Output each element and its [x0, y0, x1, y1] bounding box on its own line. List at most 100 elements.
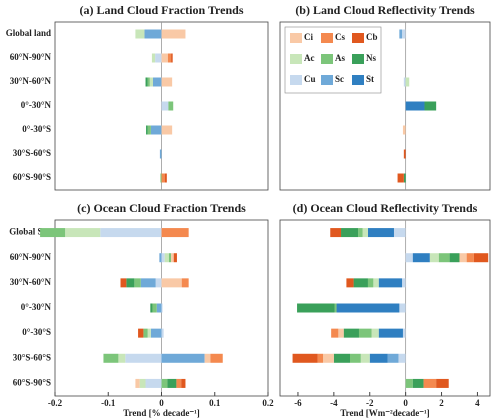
legend-label: Ns: [366, 53, 376, 63]
bar-segment: [150, 328, 162, 338]
legend-swatch: [352, 33, 364, 43]
bar-segment: [412, 378, 424, 388]
panel-title: (d) Ocean Cloud Reflectivity Trends: [293, 201, 478, 215]
bar-segment: [168, 253, 172, 263]
bar-segment: [405, 77, 410, 87]
bar-segment: [147, 125, 151, 135]
x-axis-label: Trend [% decade⁻¹]: [123, 408, 200, 418]
legend-label: Ci: [304, 32, 313, 42]
bar-segment: [346, 278, 354, 288]
bar-segment: [150, 125, 162, 135]
bar-segment: [353, 278, 368, 288]
legend-label: Sc: [335, 74, 344, 84]
bar-segment: [358, 328, 372, 338]
bar-segment: [403, 77, 406, 87]
bar-segment: [150, 303, 153, 313]
y-tick-label: Global land: [6, 28, 51, 38]
bar-segment: [146, 125, 148, 135]
bar-segment: [152, 77, 162, 87]
bar-segment: [393, 228, 406, 238]
x-tick-label: 0.2: [262, 398, 274, 408]
bar-segment: [334, 303, 337, 313]
bar-segment: [387, 353, 399, 363]
bar-segment: [424, 101, 437, 111]
bar-segment: [358, 228, 363, 238]
bar-segment: [204, 353, 211, 363]
x-tick-label: -0.2: [48, 398, 63, 408]
x-tick-label: 0: [403, 398, 408, 408]
bar-segment: [343, 328, 359, 338]
bar-segment: [473, 253, 489, 263]
bar-segment: [171, 253, 174, 263]
bar-segment: [176, 378, 182, 388]
bar-segment: [398, 353, 406, 363]
bar-segment: [397, 173, 404, 183]
legend-label: Cu: [304, 74, 316, 84]
legend-label: Ac: [304, 53, 315, 63]
bar-segment: [140, 278, 156, 288]
bar-segment: [429, 253, 439, 263]
bar-segment: [120, 278, 127, 288]
y-tick-label: 30°N-60°N: [10, 277, 52, 287]
bar-segment: [402, 125, 406, 135]
bar-segment: [143, 328, 148, 338]
bar-segment: [466, 253, 474, 263]
x-tick-label: -4: [330, 398, 338, 408]
bar-segment: [134, 278, 141, 288]
y-tick-label: 30°S-60°S: [13, 148, 51, 158]
y-tick-label: 0°-30°N: [21, 100, 52, 110]
bar-segment: [147, 328, 151, 338]
legend-swatch: [321, 75, 333, 85]
bar-segment: [323, 353, 334, 363]
bar-segment: [161, 125, 173, 135]
x-tick-label: 2: [439, 398, 444, 408]
panel-title: (b) Land Cloud Reflectivity Trends: [295, 3, 475, 17]
bar-segment: [161, 353, 205, 363]
bar-segment: [139, 378, 146, 388]
x-tick-label: 4: [475, 398, 480, 408]
legend-swatch: [352, 75, 364, 85]
bar-segment: [412, 253, 430, 263]
bar-segment: [161, 77, 173, 87]
legend-label: St: [366, 74, 374, 84]
bar-segment: [164, 253, 169, 263]
bar-segment: [161, 328, 164, 338]
bar-segment: [210, 353, 223, 363]
y-tick-label: 60°N-90°N: [10, 52, 52, 62]
bar-segment: [336, 303, 400, 313]
y-tick-label: 30°S-60°S: [13, 352, 51, 362]
bar-segment: [156, 303, 162, 313]
bar-segment: [459, 253, 467, 263]
bar-segment: [341, 228, 359, 238]
y-tick-label: 0°-30°S: [22, 327, 51, 337]
bar-segment: [164, 173, 167, 183]
bar-segment: [126, 278, 135, 288]
bar-segment: [402, 29, 406, 39]
y-tick-label: 60°N-90°N: [10, 252, 52, 262]
x-tick-label: -0.1: [101, 398, 116, 408]
bar-segment: [159, 149, 162, 159]
bar-segment: [405, 378, 413, 388]
bar-segment: [161, 253, 165, 263]
bar-segment: [138, 328, 144, 338]
bar-segment: [367, 278, 374, 288]
bar-segment: [402, 328, 406, 338]
bar-segment: [161, 173, 165, 183]
bar-segment: [152, 303, 157, 313]
bar-segment: [369, 353, 388, 363]
bar-segment: [161, 53, 168, 63]
bar-segment: [405, 101, 425, 111]
legend-swatch: [290, 54, 302, 64]
bar-segment: [338, 328, 344, 338]
bar-segment: [438, 253, 450, 263]
x-tick-label: 0: [159, 398, 164, 408]
bar-segment: [330, 228, 342, 238]
bar-segment: [360, 353, 370, 363]
bar-segment: [161, 101, 169, 111]
y-tick-label: 0°-30°N: [21, 302, 52, 312]
bar-segment: [181, 378, 186, 388]
bar-segment: [145, 378, 162, 388]
bar-segment: [297, 303, 335, 313]
legend-swatch: [352, 54, 364, 64]
bar-segment: [423, 378, 437, 388]
